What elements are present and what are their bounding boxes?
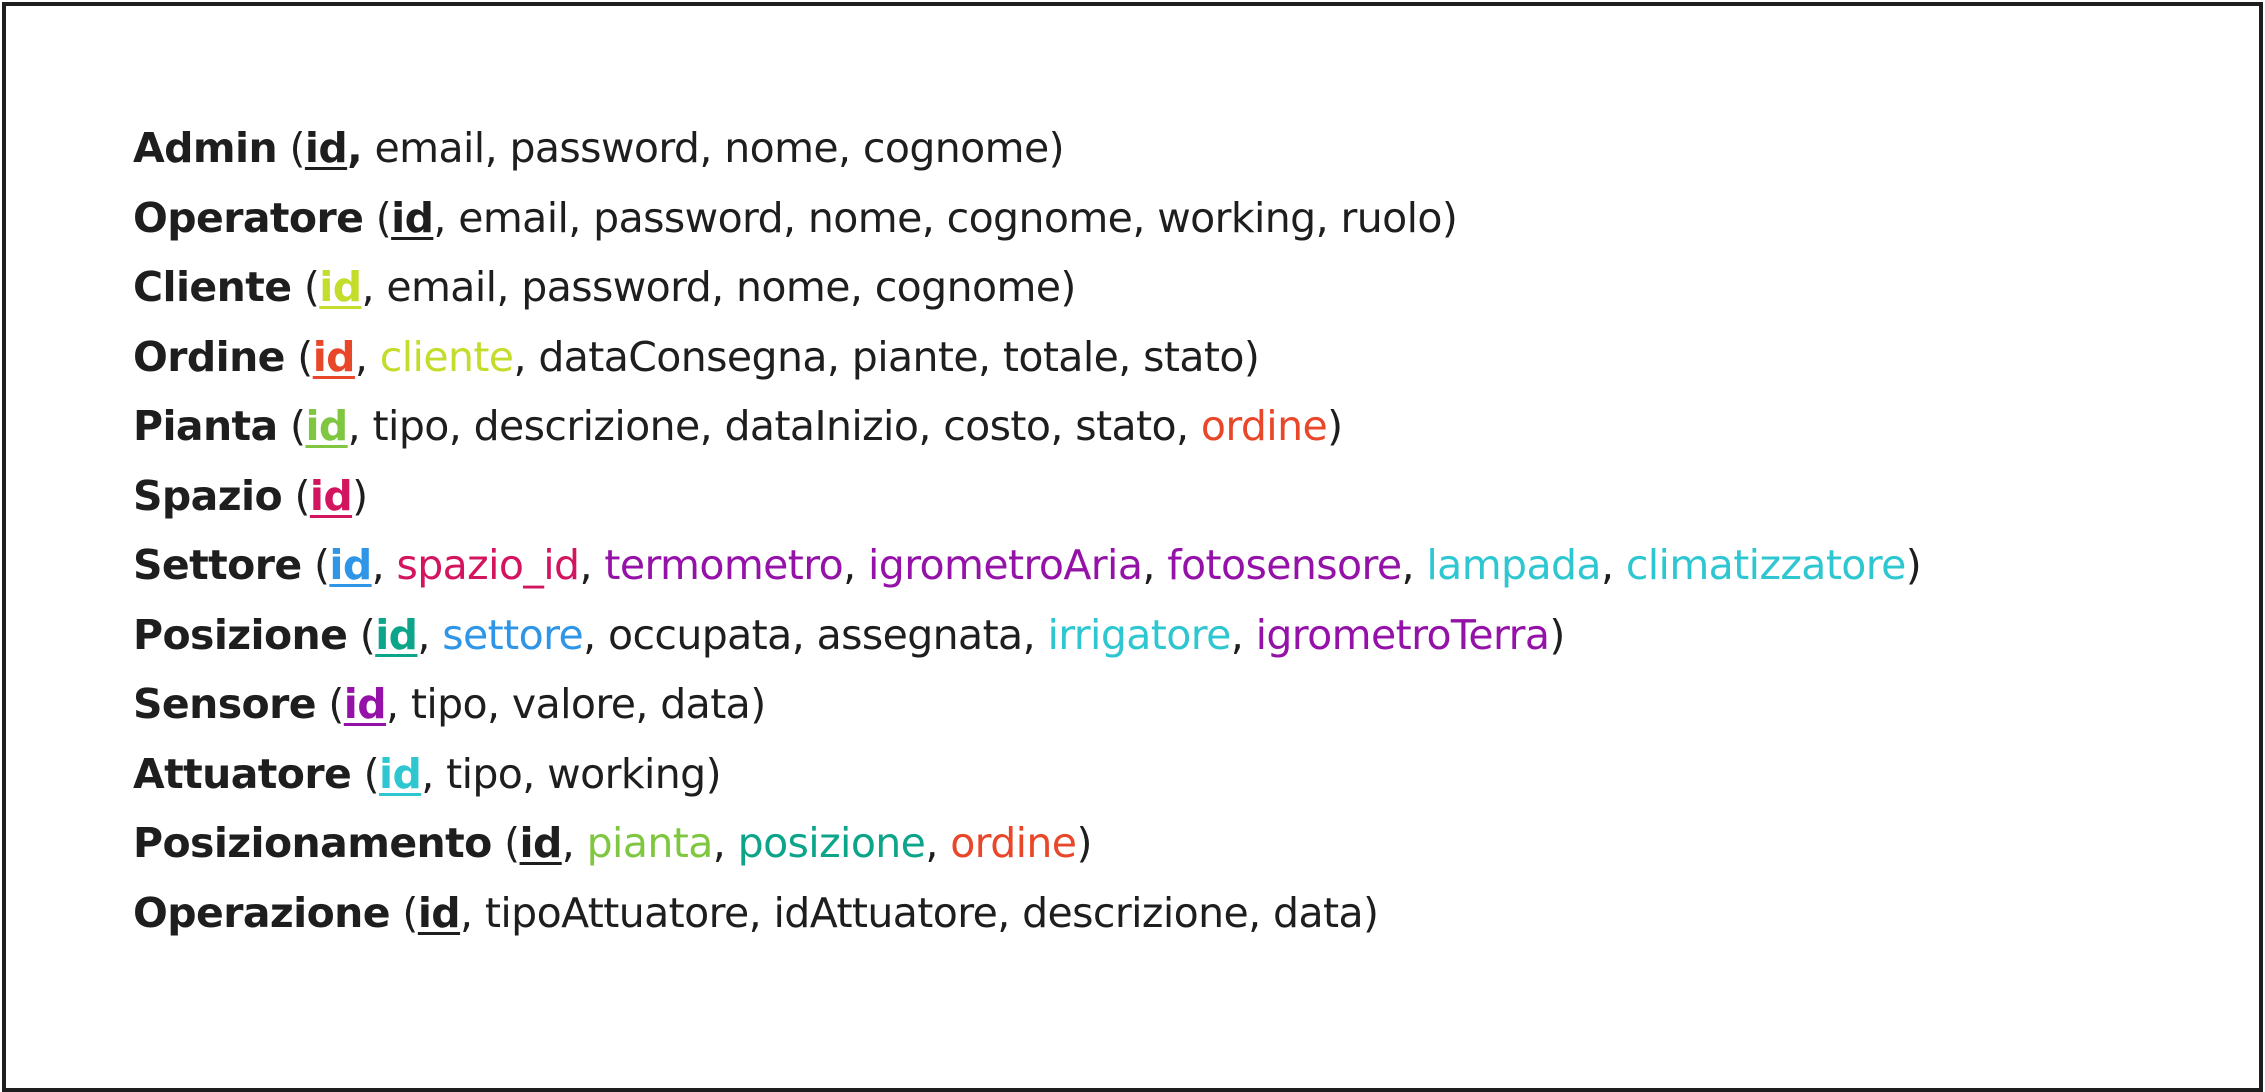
attribute-field: cognome bbox=[946, 193, 1133, 242]
attribute-field: tipo bbox=[446, 749, 523, 798]
primary-key-field: id bbox=[309, 471, 353, 520]
attribute-field: working bbox=[1157, 193, 1316, 242]
entity-name: Operatore bbox=[133, 193, 364, 242]
attribute-field: tipo bbox=[372, 402, 450, 450]
foreign-key-field: cliente bbox=[379, 332, 514, 381]
entity-name: Cliente bbox=[133, 263, 292, 311]
primary-key-field: id bbox=[417, 888, 461, 937]
foreign-key-field: posizione bbox=[737, 819, 926, 867]
entity-row: Ordine (id, cliente, dataConsegna, piant… bbox=[133, 332, 1260, 381]
entity-row: Sensore (id, tipo, valore, data) bbox=[133, 680, 766, 728]
attribute-field: stato bbox=[1143, 332, 1244, 381]
entity-name: Sensore bbox=[133, 680, 317, 728]
entity-name: Ordine bbox=[133, 332, 285, 381]
entity-row: Pianta (id, tipo, descrizione, dataInizi… bbox=[133, 402, 1343, 450]
attribute-field: occupata bbox=[607, 610, 792, 659]
foreign-key-field: lampada bbox=[1426, 541, 1601, 589]
attribute-field: dataConsegna bbox=[538, 332, 827, 381]
entity-name: Posizionamento bbox=[133, 819, 492, 867]
attribute-field: email bbox=[458, 193, 569, 242]
attribute-field: assegnata bbox=[816, 610, 1024, 659]
foreign-key-field: settore bbox=[442, 610, 584, 659]
attribute-field: descrizione bbox=[1022, 888, 1249, 937]
foreign-key-field: igrometroTerra bbox=[1255, 610, 1550, 659]
primary-key-field: id bbox=[305, 402, 348, 450]
primary-key-field: id bbox=[319, 263, 362, 311]
attribute-field: password bbox=[593, 193, 784, 242]
primary-key-field: id bbox=[343, 680, 387, 728]
attribute-field: nome bbox=[724, 124, 839, 172]
attribute-field: idAttuatore bbox=[773, 888, 998, 937]
foreign-key-field: climatizzatore bbox=[1625, 541, 1907, 589]
entity-row: Cliente (id, email, password, nome, cogn… bbox=[133, 263, 1076, 311]
attribute-field: dataInizio bbox=[724, 402, 919, 450]
attribute-field: tipoAttuatore bbox=[484, 888, 749, 937]
primary-key-field: id bbox=[304, 124, 348, 172]
entity-row: Operazione (id, tipoAttuatore, idAttuato… bbox=[133, 888, 1379, 937]
attribute-field: totale bbox=[1002, 332, 1119, 381]
relational-schema-list: Admin (id, email, password, nome, cognom… bbox=[133, 114, 1922, 948]
foreign-key-field: irrigatore bbox=[1047, 610, 1231, 659]
foreign-key-field: ordine bbox=[950, 819, 1077, 867]
entity-name: Attuatore bbox=[133, 749, 352, 798]
primary-key-field: id bbox=[312, 332, 356, 381]
primary-key-field: id bbox=[519, 819, 563, 867]
attribute-field: nome bbox=[807, 193, 922, 242]
entity-name: Settore bbox=[133, 541, 302, 589]
primary-key-field: id bbox=[329, 541, 372, 589]
attribute-field: data bbox=[1273, 888, 1364, 937]
attribute-field: password bbox=[509, 124, 700, 172]
entity-name: Operazione bbox=[133, 888, 391, 937]
attribute-field: email bbox=[386, 263, 497, 311]
attribute-field: descrizione bbox=[473, 402, 701, 450]
foreign-key-field: termometro bbox=[604, 541, 844, 589]
attribute-field: cognome bbox=[862, 124, 1049, 172]
foreign-key-field: fotosensore bbox=[1167, 541, 1402, 589]
attribute-field: nome bbox=[736, 263, 850, 311]
foreign-key-field: pianta bbox=[586, 819, 714, 867]
attribute-field: piante bbox=[851, 332, 979, 381]
attribute-field: ruolo bbox=[1340, 193, 1442, 242]
primary-key-field: id bbox=[391, 193, 434, 242]
entity-name: Spazio bbox=[133, 471, 283, 520]
entity-row: Posizionamento (id, pianta, posizione, o… bbox=[133, 819, 1092, 867]
foreign-key-field: spazio_id bbox=[396, 541, 580, 589]
primary-key-field: id bbox=[379, 749, 422, 798]
entity-name: Admin bbox=[133, 124, 278, 172]
entity-row: Operatore (id, email, password, nome, co… bbox=[133, 193, 1458, 242]
attribute-field: tipo bbox=[410, 680, 488, 728]
primary-key-field: id bbox=[375, 610, 418, 659]
foreign-key-field: ordine bbox=[1200, 402, 1328, 450]
attribute-field: valore bbox=[511, 680, 636, 728]
attribute-field: costo bbox=[943, 402, 1051, 450]
attribute-field: email bbox=[374, 124, 486, 172]
foreign-key-field: igrometroAria bbox=[867, 541, 1143, 589]
attribute-field: working bbox=[547, 749, 706, 798]
attribute-field: password bbox=[521, 263, 712, 311]
entity-row: Admin (id, email, password, nome, cognom… bbox=[133, 124, 1065, 172]
entity-name: Posizione bbox=[133, 610, 348, 659]
entity-row: Posizione (id, settore, occupata, assegn… bbox=[133, 610, 1565, 659]
attribute-field: data bbox=[660, 680, 751, 728]
entity-row: Attuatore (id, tipo, working) bbox=[133, 749, 722, 798]
entity-row: Settore (id, spazio_id, termometro, igro… bbox=[133, 541, 1922, 589]
attribute-field: stato bbox=[1075, 402, 1176, 450]
entity-row: Spazio (id) bbox=[133, 471, 368, 520]
entity-name: Pianta bbox=[133, 402, 278, 450]
attribute-field: cognome bbox=[874, 263, 1061, 311]
